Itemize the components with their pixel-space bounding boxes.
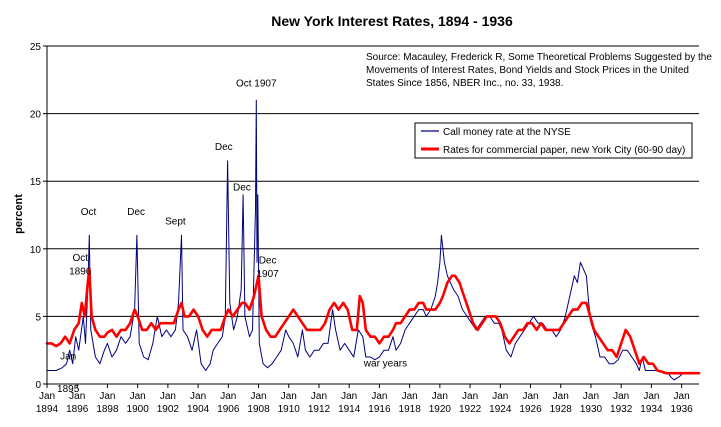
x-tick-label-month: Jan (613, 391, 629, 402)
series-line-commercial-paper (45, 267, 701, 375)
x-axis-ticks: Jan 1894 Jan 1896 Jan 1898 Jan 1900 Jan 1902 Jan 19… (36, 384, 693, 415)
x-tick-label-month: Jan (371, 391, 387, 402)
annotations: Oct Oct 1896 Jan 1895 Dec Sept Dec Dec Oct 1907 De… (57, 79, 407, 396)
annotation-label: Oct (81, 207, 97, 218)
x-tick-label-year: 1910 (278, 404, 301, 415)
annotation-label: Oct (72, 253, 88, 264)
x-tick-label-year: 1914 (338, 404, 361, 415)
x-tick-label-month: Jan (462, 391, 478, 402)
x-tick-label-year: 1916 (368, 404, 391, 415)
annotation-label: Dec (215, 142, 233, 153)
x-tick-label-year: 1906 (217, 404, 240, 415)
x-tick-label-year: 1928 (550, 404, 573, 415)
chart-title: New York Interest Rates, 1894 - 1936 (271, 13, 513, 29)
x-tick-label-month: Jan (160, 391, 176, 402)
annotation-label: Dec (127, 207, 145, 218)
legend: Call money rate at the NYSE Rates for co… (414, 122, 693, 159)
x-tick-label-year: 1930 (580, 404, 603, 415)
y-tick-label: 15 (30, 177, 42, 188)
annotation-label: Jan (60, 352, 76, 363)
series-line-call-money (46, 99, 700, 381)
x-tick-label-month: Jan (553, 391, 569, 402)
x-tick-label-month: Jan (190, 391, 206, 402)
x-tick-label-year: 1934 (640, 404, 663, 415)
x-tick-label-year: 1896 (66, 404, 89, 415)
series-layer (45, 99, 701, 381)
legend-label-call-money: Call money rate at the NYSE (443, 127, 571, 138)
y-tick-label: 25 (30, 42, 42, 53)
x-tick-label-year: 1920 (429, 404, 452, 415)
annotation-label: Dec (259, 256, 277, 267)
y-axis-ticks: 0 5 10 15 20 25 (30, 42, 47, 391)
x-tick-label-month: Jan (674, 391, 690, 402)
annotation-label: war years (363, 358, 407, 369)
x-tick-label-month: Jan (69, 391, 85, 402)
source-note: Source: Macauley, Frederick R, Some Theo… (366, 52, 712, 89)
x-tick-label-year: 1918 (399, 404, 422, 415)
annotation-label: Dec (233, 183, 251, 194)
x-tick-label-year: 1908 (247, 404, 270, 415)
y-axis-label: percent (13, 194, 25, 234)
source-note-line: States Since 1856, NBER Inc., no. 33, 19… (366, 78, 563, 89)
x-tick-label-month: Jan (522, 391, 538, 402)
source-note-line: Source: Macauley, Frederick R, Some Theo… (366, 52, 712, 63)
x-tick-label-year: 1900 (127, 404, 150, 415)
x-tick-label-year: 1926 (519, 404, 542, 415)
x-tick-label-month: Jan (39, 391, 55, 402)
x-tick-label-year: 1904 (187, 404, 210, 415)
x-tick-label-year: 1912 (308, 404, 331, 415)
legend-box (414, 122, 693, 159)
x-tick-label-year: 1922 (459, 404, 482, 415)
x-tick-label-year: 1924 (489, 404, 512, 415)
x-tick-label-month: Jan (250, 391, 266, 402)
annotation-label: 1895 (57, 384, 80, 395)
y-tick-label: 20 (30, 110, 42, 121)
x-tick-label-year: 1894 (36, 404, 59, 415)
y-tick-label: 5 (35, 312, 41, 323)
x-tick-label-month: Jan (311, 391, 327, 402)
x-tick-label-month: Jan (583, 391, 599, 402)
annotation-label: Oct 1907 (236, 79, 277, 90)
y-tick-label: 10 (30, 245, 42, 256)
y-tick-label: 0 (35, 380, 41, 391)
x-tick-label-month: Jan (341, 391, 357, 402)
x-tick-label-month: Jan (99, 391, 115, 402)
x-tick-label-year: 1936 (670, 404, 693, 415)
x-tick-label-month: Jan (492, 391, 508, 402)
x-tick-label-year: 1902 (157, 404, 180, 415)
x-tick-label-month: Jan (130, 391, 146, 402)
x-tick-label-month: Jan (643, 391, 659, 402)
x-tick-label-month: Jan (281, 391, 297, 402)
x-tick-label-year: 1932 (610, 404, 633, 415)
x-tick-label-month: Jan (220, 391, 236, 402)
annotation-label: Sept (165, 216, 186, 227)
x-tick-label-month: Jan (432, 391, 448, 402)
legend-label-commercial-paper: Rates for commercial paper, new York Cit… (443, 145, 685, 156)
x-tick-label-month: Jan (402, 391, 418, 402)
annotation-label: 1896 (69, 266, 92, 277)
x-tick-label-year: 1898 (96, 404, 119, 415)
annotation-label: 1907 (256, 269, 279, 280)
source-note-line: Movements of Interest Rates, Bond Yields… (366, 65, 689, 76)
